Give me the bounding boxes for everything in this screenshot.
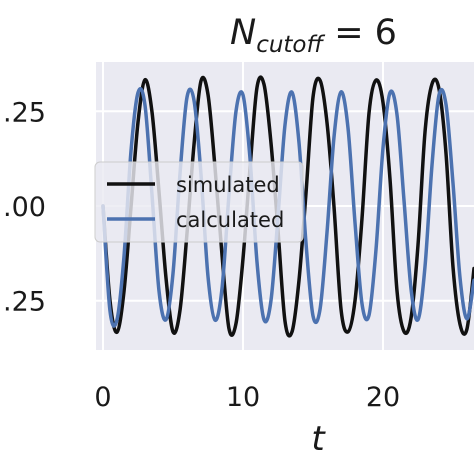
x-axis-label: t bbox=[311, 419, 326, 459]
chart-title: Ncutoff = 6 bbox=[230, 13, 397, 58]
series-lines bbox=[101, 75, 474, 338]
series-line-simulated bbox=[101, 75, 474, 338]
y-tick-label: .25 bbox=[3, 287, 46, 318]
x-tick-label: 10 bbox=[226, 382, 260, 413]
series-line-calculated bbox=[101, 87, 474, 328]
title-rest: = 6 bbox=[323, 13, 397, 53]
title-subscript: cutoff bbox=[256, 32, 325, 58]
x-tick-labels: 0 10 20 bbox=[94, 382, 400, 413]
x-tick-label: 0 bbox=[94, 382, 111, 413]
legend-label-calculated: calculated bbox=[176, 208, 284, 232]
title-main: N bbox=[230, 13, 256, 53]
y-tick-label: .25 bbox=[3, 97, 46, 128]
x-tick-label: 20 bbox=[366, 382, 400, 413]
legend-frame bbox=[94, 161, 304, 243]
y-tick-label: .00 bbox=[3, 192, 46, 223]
y-tick-labels: .25 .00 .25 bbox=[3, 97, 46, 317]
legend: simulated calculated bbox=[94, 161, 304, 243]
legend-label-simulated: simulated bbox=[176, 173, 280, 197]
